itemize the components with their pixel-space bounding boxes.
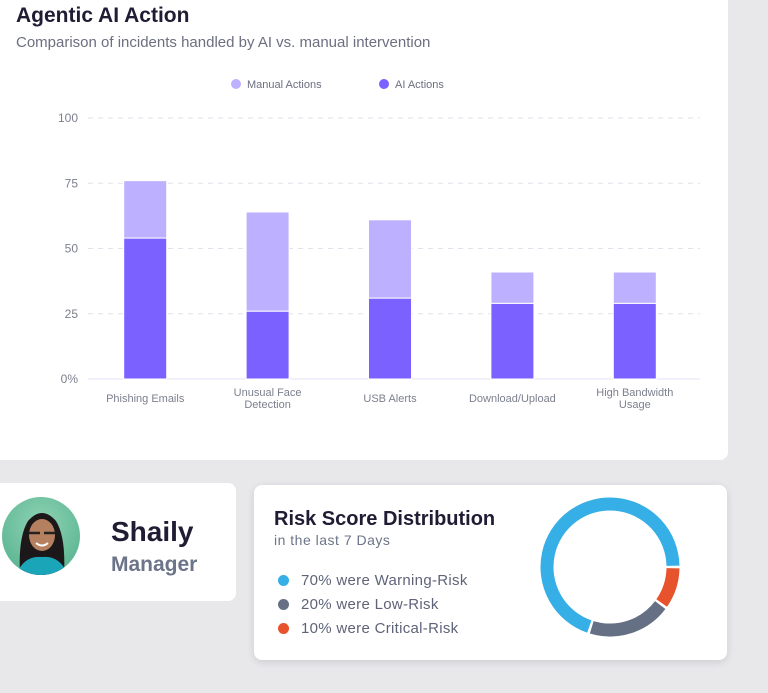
person-photo-icon [16, 513, 68, 575]
bar-segment [245, 310, 290, 380]
dot-icon [278, 599, 289, 610]
x-tick-label: High Bandwidth [596, 387, 673, 399]
y-tick-label: 100 [58, 111, 78, 125]
y-tick-label: 0% [61, 372, 79, 386]
bar-segment [368, 297, 412, 380]
legend-low: 20% were Low-Risk [278, 596, 439, 613]
x-tick-label: USB Alerts [363, 393, 417, 405]
profile-card: Shaily Manager [0, 483, 236, 601]
legend-marker [231, 79, 241, 89]
donut-slice [589, 600, 666, 637]
bar-segment [123, 180, 168, 239]
dot-icon [278, 575, 289, 586]
profile-role: Manager [111, 553, 198, 576]
y-tick-label: 25 [65, 307, 79, 321]
bar-segment [123, 237, 168, 380]
x-tick-label: Detection [244, 399, 290, 411]
bar-segment [490, 271, 535, 304]
x-tick-label: Unusual Face [234, 387, 302, 399]
x-tick-label: Usage [619, 399, 651, 411]
y-tick-label: 50 [65, 242, 79, 256]
legend-label: 20% were Low-Risk [301, 596, 439, 613]
donut-slice [540, 497, 680, 633]
risk-score-card: Risk Score Distribution in the last 7 Da… [254, 485, 727, 660]
risk-donut-chart [540, 497, 680, 637]
avatar [2, 497, 80, 575]
x-tick-label: Phishing Emails [106, 393, 185, 405]
chart-subtitle: Comparison of incidents handled by AI vs… [16, 34, 431, 51]
legend-marker [379, 79, 389, 89]
risk-title: Risk Score Distribution [274, 508, 496, 530]
legend-label: Manual Actions [247, 79, 322, 91]
x-tick-label: Download/Upload [469, 393, 556, 405]
donut-slice [656, 567, 680, 607]
legend-label: 10% were Critical-Risk [301, 620, 459, 637]
chart-title: Agentic AI Action [16, 4, 190, 27]
bar-segment [368, 219, 412, 299]
stacked-bar-chart: 0% 25 50 75 100 Manual Actions AI Actions Phish… [58, 79, 700, 411]
bar-segment [245, 211, 290, 312]
legend-warning: 70% were Warning-Risk [278, 572, 468, 589]
bar-segment [612, 271, 657, 304]
y-tick-label: 75 [65, 176, 79, 190]
profile-name: Shaily [111, 516, 194, 547]
legend-label: 70% were Warning-Risk [301, 572, 468, 589]
legend-critical: 10% were Critical-Risk [278, 620, 458, 637]
agentic-ai-action-card: Agentic AI Action Comparison of incident… [0, 0, 728, 460]
risk-subtitle: in the last 7 Days [274, 532, 391, 548]
dot-icon [278, 623, 289, 634]
bar-segment [612, 302, 657, 380]
legend-label: AI Actions [395, 79, 444, 91]
bar-segment [490, 302, 535, 380]
